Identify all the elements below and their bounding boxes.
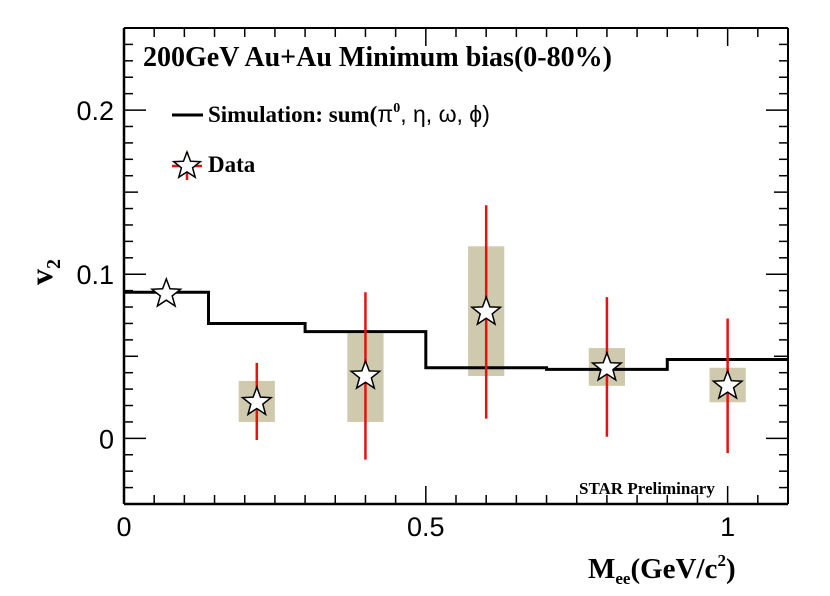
x-tick-label: 0.5 bbox=[407, 512, 445, 542]
simulation-histogram bbox=[124, 290, 788, 371]
legend-pi-sup: 0 bbox=[393, 101, 400, 116]
legend-simulation-label: Simulation: sum(π0, η, ω, ϕ) bbox=[208, 101, 490, 127]
systematic-boxes bbox=[238, 246, 746, 422]
legend-star-icon bbox=[171, 149, 203, 180]
plot-frame bbox=[122, 27, 789, 506]
tick-labels: 0 0.5 1 0 0.1 0.2 bbox=[76, 96, 735, 542]
legend-pi: π bbox=[377, 101, 393, 127]
data-point-star bbox=[469, 294, 503, 326]
data-point-star bbox=[240, 385, 274, 417]
data-point-star bbox=[149, 276, 183, 308]
star-preliminary-label: STAR Preliminary bbox=[579, 479, 715, 498]
y-tick-label: 0.2 bbox=[76, 96, 114, 126]
y-tick-label: 0 bbox=[99, 424, 114, 454]
data-point-star bbox=[711, 368, 744, 400]
x-tick-label: 1 bbox=[720, 512, 735, 542]
data-point-star bbox=[590, 350, 624, 382]
y-axis-label: v2 bbox=[23, 259, 65, 285]
chart-title: 200GeV Au+Au Minimum bias(0-80%) bbox=[143, 42, 612, 73]
axis-ticks bbox=[123, 27, 789, 505]
data-point-star bbox=[349, 358, 382, 390]
legend-data-label: Data bbox=[208, 152, 256, 177]
data-markers bbox=[149, 276, 744, 417]
x-axis-label: Mee(GeV/c2) bbox=[588, 551, 736, 588]
legend-data-marker bbox=[171, 149, 203, 180]
y-tick-label: 0.1 bbox=[76, 260, 114, 290]
x-tick-label: 0 bbox=[116, 512, 131, 542]
legend: Simulation: sum(π0, η, ω, ϕ) Data bbox=[171, 101, 490, 180]
simulation-step-line bbox=[124, 290, 788, 371]
